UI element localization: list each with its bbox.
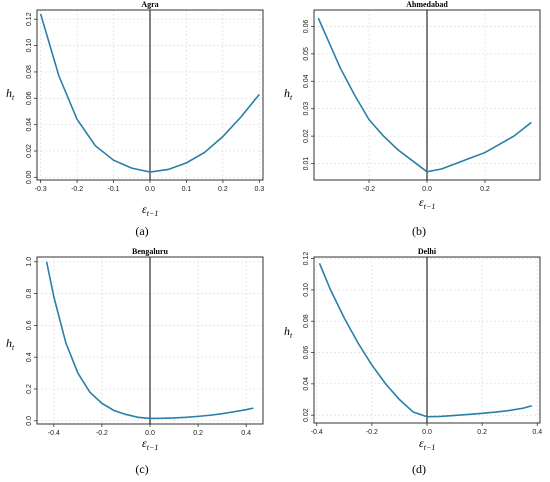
y-tick-label: 0.12 bbox=[303, 252, 310, 266]
y-tick-label: 0.06 bbox=[26, 91, 33, 105]
y-tick-label: 0.08 bbox=[303, 314, 310, 328]
x-tick-label: -0.3 bbox=[35, 186, 47, 193]
panel-bengaluru: -0.4 -0.2 0.0 0.2 0.4 0.0 0.2 0.4 0.6 0.8 1.0 Benga… bbox=[6, 247, 264, 476]
panel-delhi: -0.4 -0.2 0.0 0.2 0.4 0.02 0.04 0.06 0.08 0.10 0.1… bbox=[284, 247, 542, 476]
x-tick-label: 0.1 bbox=[182, 186, 192, 193]
x-tick-label: 0.4 bbox=[532, 429, 542, 436]
panel-ahmedabad: -0.2 0.0 0.2 0.01 0.02 0.03 0.04 0.05 0.06 Ahmeda… bbox=[284, 0, 541, 238]
x-tick-label: 0.0 bbox=[145, 186, 155, 193]
x-tick-label: 0.3 bbox=[254, 186, 264, 193]
panel-agra: -0.3 -0.2 -0.1 0.0 0.1 0.2 0.3 0.00 0.02 0.04 0.06… bbox=[6, 0, 264, 238]
x-tick-label: 0.0 bbox=[145, 430, 155, 437]
chart-title: Agra bbox=[141, 0, 158, 9]
x-tick-label: 0.2 bbox=[193, 430, 203, 437]
x-tick-label: -0.4 bbox=[48, 430, 60, 437]
y-tick-label: 0.05 bbox=[303, 47, 310, 61]
y-tick-label: 0.02 bbox=[303, 129, 310, 143]
x-tick-label: -0.2 bbox=[71, 186, 83, 193]
y-tick-label: 0.00 bbox=[26, 170, 33, 184]
series-line bbox=[39, 13, 260, 173]
y-tick-label: 0.2 bbox=[26, 384, 33, 394]
y-axis-label: ht bbox=[6, 86, 15, 102]
x-axis-label: εt−1 bbox=[419, 195, 435, 211]
chart-title: Bengaluru bbox=[132, 247, 169, 256]
y-tick-label: 0.04 bbox=[303, 377, 310, 391]
y-tick-label: 0.6 bbox=[26, 320, 33, 330]
y-tick-label: 0.04 bbox=[26, 118, 33, 132]
y-tick-label: 0.04 bbox=[303, 74, 310, 88]
x-tick-label: -0.2 bbox=[363, 186, 375, 193]
series-line bbox=[318, 262, 532, 418]
y-tick-label: 0.06 bbox=[303, 20, 310, 34]
y-axis-label: ht bbox=[284, 86, 293, 102]
y-tick-label: 0.4 bbox=[26, 352, 33, 362]
y-tick-label: 0.02 bbox=[303, 408, 310, 422]
x-tick-label: 0.2 bbox=[218, 186, 228, 193]
y-tick-label: 0.10 bbox=[26, 39, 33, 53]
x-tick-label: 0.2 bbox=[477, 429, 487, 436]
x-tick-label: 0.4 bbox=[241, 430, 251, 437]
x-tick-label: 0.0 bbox=[422, 429, 432, 436]
y-tick-label: 0.8 bbox=[26, 289, 33, 299]
x-tick-label: 0.2 bbox=[480, 186, 490, 193]
y-tick-label: 1.0 bbox=[26, 257, 33, 267]
x-tick-label: -0.4 bbox=[311, 429, 323, 436]
x-axis-label: εt−1 bbox=[419, 436, 435, 452]
y-tick-label: 0.02 bbox=[26, 144, 33, 158]
y-tick-label: 0.0 bbox=[26, 416, 33, 426]
x-axis-label: εt−1 bbox=[142, 202, 158, 218]
panel-caption: (b) bbox=[412, 224, 426, 238]
y-tick-label: 0.06 bbox=[303, 346, 310, 360]
y-tick-label: 0.01 bbox=[303, 157, 310, 171]
panel-caption: (a) bbox=[135, 224, 148, 238]
series-line bbox=[45, 261, 254, 420]
panel-caption: (c) bbox=[135, 462, 148, 476]
chart-title: Ahmedabad bbox=[406, 0, 448, 9]
y-tick-label: 0.10 bbox=[303, 283, 310, 297]
x-tick-label: -0.2 bbox=[96, 430, 108, 437]
y-axis-label: ht bbox=[284, 324, 293, 340]
x-tick-label: -0.2 bbox=[366, 429, 378, 436]
panel-caption: (d) bbox=[412, 462, 426, 476]
y-axis-label: ht bbox=[6, 336, 15, 352]
chart-title: Delhi bbox=[418, 247, 437, 256]
x-axis-label: εt−1 bbox=[142, 436, 158, 452]
x-tick-label: 0.0 bbox=[422, 186, 432, 193]
series-line bbox=[317, 17, 532, 173]
y-tick-label: 0.03 bbox=[303, 102, 310, 116]
y-tick-label: 0.12 bbox=[26, 12, 33, 26]
y-tick-label: 0.08 bbox=[26, 65, 33, 79]
x-tick-label: -0.1 bbox=[108, 186, 120, 193]
